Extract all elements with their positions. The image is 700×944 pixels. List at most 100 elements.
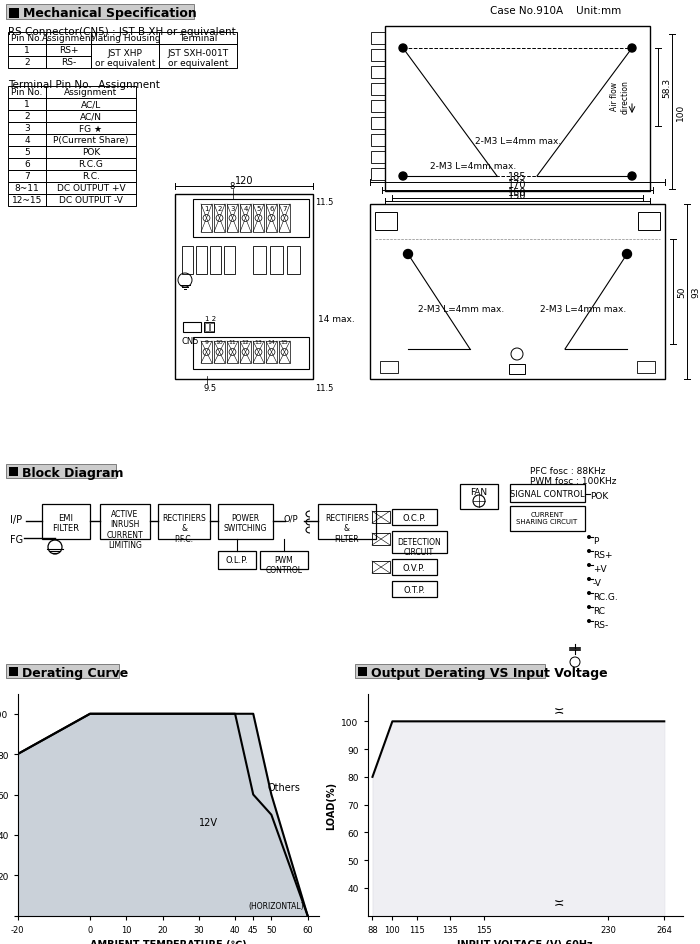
Bar — [266, 342, 277, 363]
Text: Terminal Pin No.  Assignment: Terminal Pin No. Assignment — [8, 80, 160, 90]
Text: 1 2: 1 2 — [205, 315, 216, 322]
Bar — [8, 147, 46, 159]
Bar — [46, 110, 136, 123]
Text: RC.G.: RC.G. — [593, 593, 617, 601]
Bar — [91, 45, 159, 69]
Bar — [159, 45, 237, 69]
Bar — [91, 33, 159, 45]
Bar — [260, 551, 308, 569]
Bar — [175, 194, 313, 379]
Bar — [46, 45, 91, 57]
Text: Terminal: Terminal — [178, 35, 217, 43]
Text: 93: 93 — [691, 286, 700, 298]
Bar — [218, 551, 256, 569]
Text: 50: 50 — [677, 286, 686, 298]
Bar — [227, 205, 238, 233]
Text: CURRENT
SHARING CIRCUIT: CURRENT SHARING CIRCUIT — [517, 512, 578, 525]
Text: AC/N: AC/N — [80, 112, 102, 122]
Text: Others: Others — [267, 783, 300, 793]
Text: RS+: RS+ — [59, 46, 78, 56]
Bar — [371, 101, 385, 113]
Bar — [371, 67, 385, 79]
Bar — [6, 5, 194, 20]
Text: 4: 4 — [244, 206, 248, 211]
Bar — [371, 152, 385, 164]
Bar — [638, 212, 660, 230]
Bar — [372, 562, 390, 573]
Circle shape — [587, 605, 591, 610]
Text: 11.5: 11.5 — [315, 198, 333, 207]
Bar — [371, 118, 385, 130]
Bar — [158, 504, 210, 539]
Text: 13: 13 — [255, 340, 262, 345]
Text: 5: 5 — [24, 148, 30, 158]
Bar — [227, 342, 238, 363]
Bar — [42, 504, 90, 539]
Text: 150: 150 — [508, 191, 526, 201]
Bar — [392, 560, 437, 576]
Text: 15: 15 — [281, 340, 288, 345]
Text: Case No.910A    Unit:mm: Case No.910A Unit:mm — [490, 6, 622, 16]
Circle shape — [587, 564, 591, 567]
Bar — [8, 33, 46, 45]
Bar — [6, 464, 116, 479]
Bar — [224, 246, 235, 275]
Bar — [8, 57, 46, 69]
Text: 170: 170 — [508, 179, 526, 190]
Circle shape — [587, 535, 591, 539]
Bar — [46, 135, 136, 147]
Text: $\asymp$: $\asymp$ — [552, 704, 565, 717]
Circle shape — [628, 173, 636, 181]
Bar — [8, 123, 46, 135]
Text: 12~15: 12~15 — [12, 196, 42, 205]
Text: RS+: RS+ — [593, 550, 612, 560]
Bar — [46, 194, 136, 207]
Bar — [214, 342, 225, 363]
Text: -V: -V — [593, 579, 602, 587]
Bar — [371, 33, 385, 45]
Text: Pin No.: Pin No. — [11, 89, 43, 97]
Bar — [46, 159, 136, 171]
Text: 4: 4 — [25, 136, 30, 145]
Text: PWM
CONTROL: PWM CONTROL — [265, 555, 302, 575]
Text: P: P — [593, 536, 598, 546]
Text: 58.3: 58.3 — [662, 77, 671, 98]
Text: AC/L: AC/L — [81, 100, 101, 110]
Text: RECTIFIERS
&
FILTER: RECTIFIERS & FILTER — [325, 514, 369, 543]
Text: R.C.: R.C. — [82, 173, 100, 181]
Bar — [8, 135, 46, 147]
Text: 14: 14 — [267, 340, 275, 345]
Y-axis label: LOAD(%): LOAD(%) — [326, 781, 336, 829]
Text: 1: 1 — [24, 46, 30, 56]
Bar — [8, 194, 46, 207]
Bar — [46, 99, 136, 110]
Bar — [385, 27, 650, 192]
Bar — [100, 504, 150, 539]
Bar — [210, 324, 214, 331]
Bar — [510, 484, 585, 502]
Text: 100: 100 — [676, 104, 685, 121]
Text: 120: 120 — [234, 176, 253, 186]
Text: FG ★: FG ★ — [79, 125, 103, 133]
Text: 12: 12 — [241, 340, 249, 345]
Bar — [253, 246, 266, 275]
Bar — [392, 582, 437, 598]
Bar — [182, 246, 193, 275]
Text: 2-M3 L=4mm max.: 2-M3 L=4mm max. — [430, 161, 517, 171]
Bar — [370, 205, 665, 379]
Bar — [201, 342, 212, 363]
Text: 150: 150 — [508, 188, 526, 198]
Text: 6: 6 — [270, 206, 274, 211]
Bar — [6, 665, 119, 679]
Text: 5: 5 — [256, 206, 260, 211]
Text: O/P: O/P — [284, 514, 299, 523]
Text: Pin No.: Pin No. — [11, 35, 43, 43]
Text: $\asymp$: $\asymp$ — [552, 896, 565, 909]
Text: O.L.P.: O.L.P. — [225, 555, 248, 565]
Text: Derating Curve: Derating Curve — [22, 666, 128, 680]
Circle shape — [622, 250, 631, 260]
Bar — [46, 147, 136, 159]
Text: JST XHP
or equivalent: JST XHP or equivalent — [94, 49, 155, 68]
Bar — [9, 467, 18, 477]
Bar — [218, 504, 273, 539]
